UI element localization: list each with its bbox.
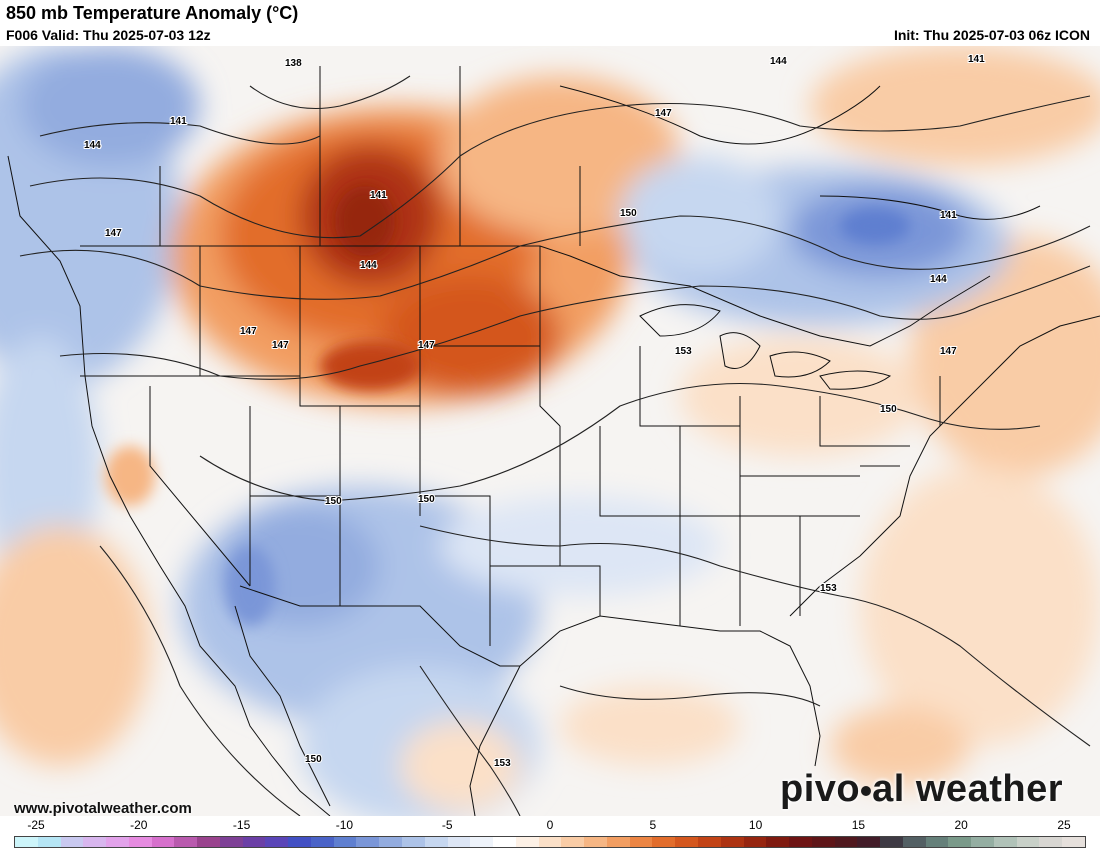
colorbar-swatch [880,837,903,847]
colorbar-swatch [174,837,198,847]
colorbar-swatch [834,837,858,847]
colorbar-swatch [493,837,516,847]
colorbar-swatch [242,837,266,847]
colorbar-swatch [652,837,676,847]
colorbar-swatch [629,837,653,847]
colorbar-tick-label: -15 [232,818,251,832]
colorbar-tick-label: -10 [335,818,354,832]
map-title: 850 mb Temperature Anomaly (°C) [6,3,299,23]
contour-label: 141 [968,54,985,65]
colorbar-tick-label: 10 [748,818,763,832]
colorbar-swatch [561,837,585,847]
contour-label: 141 [170,116,187,127]
contour-label: 147 [940,346,957,357]
colorbar-swatch [1016,837,1040,847]
colorbar-swatch [902,837,926,847]
colorbar-swatch [538,837,562,847]
colorbar-swatch [15,837,38,847]
contour-label: 150 [620,208,637,219]
colorbar-swatch [675,837,698,847]
colorbar-swatch [83,837,107,847]
contour-label: 138 [285,58,302,69]
colorbar-tick-label: -5 [441,818,453,832]
colorbar-swatch [584,837,607,847]
colorbar-swatch [515,837,539,847]
contour-label: 144 [360,260,377,271]
contour-label: 141 [940,210,957,221]
anomaly-map[interactable]: 138 141 141 141 141 144 144 144 144 147 … [0,46,1100,816]
colorbar-swatch [151,837,175,847]
colorbar-swatch [811,837,835,847]
colorbar-swatch [1062,837,1085,847]
contour-label: 150 [325,496,342,507]
colorbar-swatch [265,837,289,847]
colorbar-swatch [288,837,311,847]
colorbar-swatch [766,837,790,847]
colorbar-swatch [606,837,630,847]
colorbar-swatch [37,837,61,847]
brand-logo: pivo al weather [780,768,1063,811]
contour-label: 144 [84,140,101,151]
colorbar-swatch [106,837,129,847]
colorbar-swatch [424,837,448,847]
colorbar-swatch [447,837,471,847]
colorbar-swatch [857,837,881,847]
brand-text-left: pivo [780,768,861,810]
contour-label: 141 [370,190,387,201]
colorbar-swatch [720,837,744,847]
contour-label: 147 [272,340,289,351]
colorbar-swatch [356,837,380,847]
colorbar-swatch [1039,837,1063,847]
contour-label: 144 [930,274,947,285]
colorbar-swatch [789,837,812,847]
colorbar-swatch [128,837,152,847]
brand-text-right: al weather [872,768,1063,810]
valid-time: F006 Valid: Thu 2025-07-03 12z [6,27,211,43]
contour-label: 147 [655,108,672,119]
brand-dot-icon [861,785,872,796]
colorbar-swatch [743,837,767,847]
contour-label: 147 [240,326,257,337]
height-contours [19,75,1091,816]
colorbar-swatch [333,837,357,847]
colorbar-tick-label: 20 [954,818,968,832]
colorbar-tick-label: 25 [1057,818,1071,832]
contour-label: 153 [820,583,837,594]
contour-label: 147 [418,340,435,351]
site-url: www.pivotalweather.com [14,800,192,817]
contour-label: 150 [880,404,897,415]
colorbar-tick-label: -20 [130,818,148,832]
colorbar-tick-label: -25 [27,818,45,832]
colorbar-tick-label: 5 [649,818,657,832]
colorbar-swatch [697,837,721,847]
colorbar-swatch [310,837,334,847]
contour-label: 153 [675,346,692,357]
colorbar: -25 -20 -15 -10 -5 0 5 10 15 20 25 [0,816,1100,850]
colorbar-swatch [197,837,220,847]
colorbar-ticks: -25 -20 -15 -10 -5 0 5 10 15 20 25 [0,816,1100,834]
map-canvas: 138 141 141 141 141 144 144 144 144 147 … [0,46,1100,816]
init-time: Init: Thu 2025-07-03 06z ICON [893,27,1090,43]
contour-label: 144 [770,56,787,67]
colorbar-swatch [219,837,243,847]
colorbar-tick-label: 0 [546,818,554,832]
contour-label: 150 [418,494,435,505]
colorbar-swatch [925,837,949,847]
colorbar-swatch [948,837,972,847]
colorbar-tick-label: 15 [851,818,866,832]
colorbar-bar [14,836,1086,848]
map-header: 850 mb Temperature Anomaly (°C) F006 Val… [0,0,1100,46]
contour-label: 147 [105,228,122,239]
colorbar-swatch [993,837,1017,847]
contour-label: 153 [494,758,511,769]
contour-label: 150 [305,754,322,765]
colorbar-swatch [60,837,84,847]
colorbar-swatch [470,837,494,847]
colorbar-swatch [402,837,425,847]
colorbar-swatch [971,837,994,847]
contour-labels: 138 141 141 141 141 144 144 144 144 147 … [83,53,986,770]
colorbar-swatch [379,837,403,847]
